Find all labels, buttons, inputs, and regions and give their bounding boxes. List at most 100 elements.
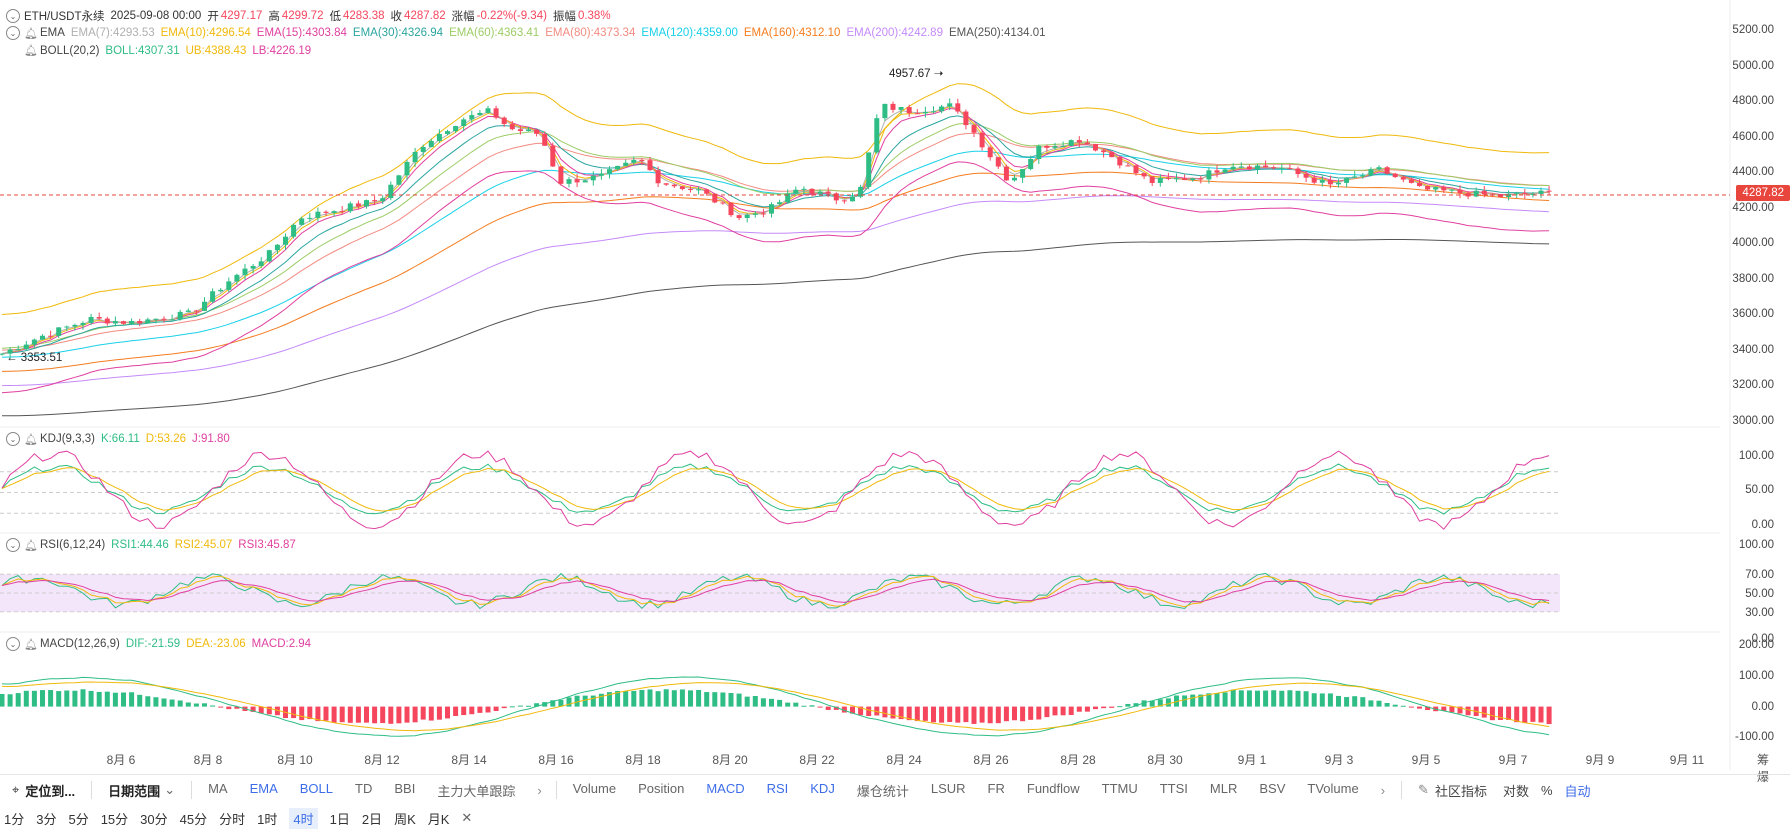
community-indicators-button[interactable]: 社区指标 (1434, 783, 1487, 799)
sub-indicator-9[interactable]: TTMU (1101, 780, 1138, 796)
auto-scale-button[interactable]: 自动 (1564, 783, 1591, 799)
sub-indicator-8[interactable]: Fundflow (1026, 780, 1080, 796)
locate-icon[interactable]: ⌖ (12, 782, 20, 797)
main-indicator-4[interactable]: BBI (394, 780, 416, 796)
rsi_axis-tick: 0.00 (1751, 633, 1774, 645)
timeframe-12[interactable]: 月K (427, 811, 450, 827)
sub-indicator-2[interactable]: MACD (706, 780, 745, 796)
macd-histogram-bar (323, 706, 329, 721)
high-value: 4299.72 (281, 10, 324, 22)
sub-indicator-7[interactable]: FR (987, 780, 1005, 796)
macd-histogram-bar (420, 706, 426, 720)
sub-indicator-13[interactable]: TVolume (1307, 780, 1359, 796)
macd-histogram-bar (777, 699, 783, 707)
bell-icon[interactable]: 🔔︎ (24, 27, 38, 40)
candle-body (388, 184, 394, 199)
timeframe-5[interactable]: 45分 (179, 811, 208, 827)
bell-icon[interactable]: 🔔︎ (24, 433, 38, 446)
candle-body (1465, 193, 1471, 197)
macd-histogram-bar (995, 706, 1001, 724)
sub-indicator-1[interactable]: Position (638, 780, 685, 796)
chevron-right-icon[interactable]: › (1380, 782, 1386, 798)
collapse-icon[interactable]: ⌄ (6, 26, 20, 40)
macd-histogram-bar (615, 690, 621, 707)
percent-button[interactable]: % (1540, 782, 1553, 798)
bell-icon[interactable]: 🔔︎ (24, 638, 38, 651)
candle-body (1182, 178, 1188, 181)
log-scale-button[interactable]: 对数 (1502, 783, 1529, 799)
collapse-icon[interactable]: ⌄ (6, 538, 20, 552)
candle-body (939, 106, 945, 112)
close-icon[interactable]: ✕ (461, 810, 473, 825)
candle-body (1425, 185, 1431, 190)
boll-lb: LB:4226.19 (252, 44, 312, 57)
timeframe-8[interactable]: 4时 (289, 807, 318, 829)
timeframe-3[interactable]: 15分 (100, 811, 129, 827)
locate-button[interactable]: 定位到... (25, 783, 76, 799)
candle-body (72, 324, 78, 327)
candle-body (1295, 168, 1301, 175)
macd-histogram-bar (161, 698, 167, 707)
ema-value-7: EMA(160):4312.10 (743, 27, 841, 39)
candle-body (841, 200, 847, 202)
main-indicator-3[interactable]: TD (355, 780, 373, 796)
candle-body (445, 131, 450, 134)
rsi-name: RSI(6,12,24) (39, 539, 106, 551)
main-indicator-1[interactable]: EMA (249, 780, 278, 796)
macd-histogram-bar (639, 689, 645, 707)
low-value: 4283.38 (342, 10, 385, 22)
timeframe-7[interactable]: 1时 (257, 811, 278, 827)
timeframe-6[interactable]: 分时 (219, 811, 246, 827)
timeframe-4[interactable]: 30分 (140, 811, 168, 827)
timeframe-9[interactable]: 1日 (329, 811, 350, 827)
candle-body (104, 318, 110, 324)
sub-indicator-6[interactable]: LSUR (930, 780, 966, 796)
price_axis-tick: 3600.00 (1732, 308, 1774, 320)
candle-body (1360, 175, 1366, 177)
macd-histogram-bar (704, 692, 710, 707)
sub-indicator-11[interactable]: MLR (1209, 780, 1238, 796)
timeframe-1[interactable]: 3分 (36, 811, 57, 827)
candle-body (760, 213, 766, 215)
edit-icon[interactable]: ✎ (1418, 782, 1429, 797)
main-indicator-5[interactable]: 主力大单跟踪 (437, 783, 516, 799)
price_axis-tick: 5000.00 (1732, 59, 1774, 72)
candle-body (858, 186, 864, 197)
candle-body (1319, 180, 1325, 183)
sub-indicator-10[interactable]: TTSI (1159, 780, 1188, 796)
ema-value-5: EMA(80):4373.34 (545, 27, 636, 39)
macd-histogram-bar (1546, 706, 1552, 725)
candle-body (299, 218, 305, 225)
sub-indicator-3[interactable]: RSI (766, 780, 789, 796)
macd-histogram-bar (169, 699, 175, 707)
macd-histogram-bar (129, 692, 135, 707)
candle-body (1068, 140, 1074, 146)
x-axis-tick: 8月 8 (193, 753, 223, 767)
candle-body (1514, 192, 1520, 194)
sub-indicator-4[interactable]: KDJ (810, 780, 835, 796)
timeframe-10[interactable]: 2日 (361, 811, 383, 827)
bell-icon[interactable]: 🔔︎ (24, 539, 38, 552)
collapse-icon[interactable]: ⌄ (6, 9, 20, 23)
bell-icon[interactable]: 🔔︎ (24, 45, 38, 57)
macd-histogram-bar (1311, 693, 1317, 707)
macd-histogram-bar (760, 698, 766, 707)
sub-indicator-5[interactable]: 爆仓统计 (856, 783, 909, 799)
main-indicator-2[interactable]: BOLL (299, 780, 334, 796)
candle-body (121, 321, 126, 324)
candle-body (364, 200, 369, 207)
sub-indicator-0[interactable]: Volume (572, 780, 617, 796)
candle-body (1417, 182, 1422, 186)
timeframe-0[interactable]: 1分 (4, 811, 25, 827)
collapse-icon[interactable]: ⌄ (6, 432, 20, 446)
date-range-button[interactable]: 日期范围 (108, 783, 161, 799)
macd-histogram-bar (1514, 706, 1520, 723)
timeframe-11[interactable]: 周K (394, 811, 416, 827)
sub-indicator-12[interactable]: BSV (1259, 780, 1286, 796)
chevron-down-icon[interactable]: ⌄ (164, 782, 176, 797)
main-indicator-0[interactable]: MA (208, 780, 228, 796)
chevron-right-icon[interactable]: › (537, 782, 542, 798)
timeframe-2[interactable]: 5分 (68, 811, 89, 827)
collapse-icon[interactable]: ⌄ (6, 637, 20, 651)
